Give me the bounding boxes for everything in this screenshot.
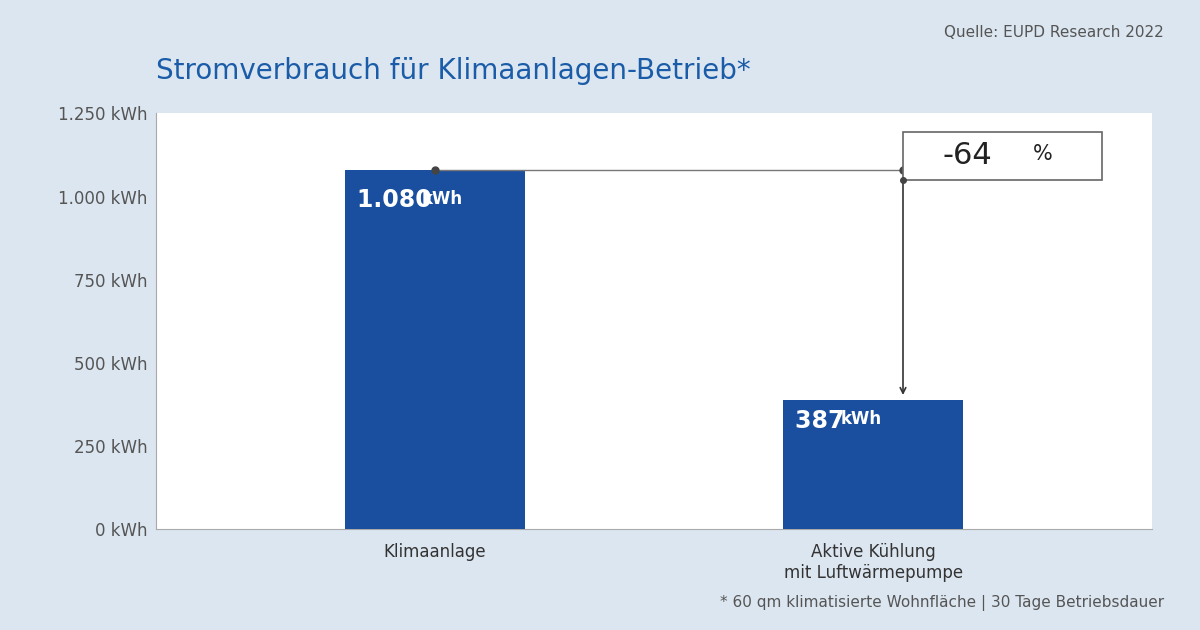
Text: kWh: kWh bbox=[840, 411, 881, 428]
Text: Stromverbrauch für Klimaanlagen-Betrieb*: Stromverbrauch für Klimaanlagen-Betrieb* bbox=[156, 57, 751, 84]
Bar bbox=[784, 401, 962, 529]
Text: 387: 387 bbox=[796, 409, 853, 433]
Text: Quelle: EUPD Research 2022: Quelle: EUPD Research 2022 bbox=[944, 25, 1164, 40]
Text: 1.080: 1.080 bbox=[358, 188, 440, 212]
Bar bbox=[346, 170, 524, 529]
Text: %: % bbox=[1033, 144, 1052, 164]
Text: -64: -64 bbox=[943, 141, 992, 170]
Text: kWh: kWh bbox=[422, 190, 463, 208]
Text: * 60 qm klimatisierte Wohnfläche | 30 Tage Betriebsdauer: * 60 qm klimatisierte Wohnfläche | 30 Ta… bbox=[720, 595, 1164, 611]
Bar bbox=[904, 132, 1103, 180]
